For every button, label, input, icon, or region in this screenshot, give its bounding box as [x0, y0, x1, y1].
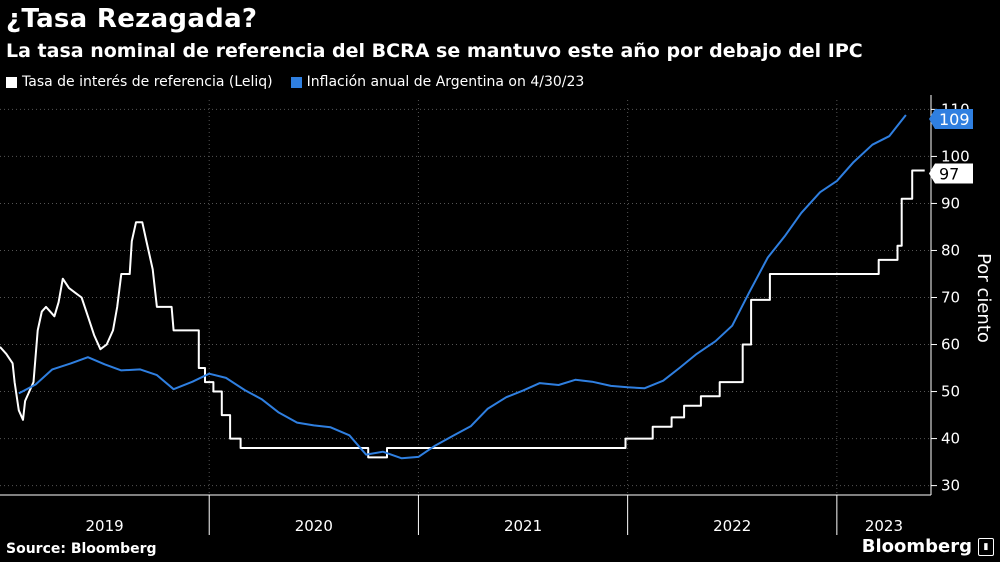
- chart-title: ¿Tasa Rezagada?: [6, 4, 258, 34]
- brand-name: Bloomberg: [861, 536, 972, 557]
- badge-shape: [929, 163, 973, 184]
- badge-value: 97: [939, 165, 959, 184]
- legend-item-inflation: Inflación anual de Argentina on 4/30/23: [290, 74, 585, 90]
- y-tick-label: 90: [941, 194, 960, 212]
- gridlines: [0, 100, 931, 495]
- legend-item-leliq: Tasa de interés de referencia (Leliq): [6, 74, 273, 90]
- y-axis: 30405060708090100110: [930, 95, 970, 495]
- y-tick-label: 30: [941, 477, 960, 495]
- source-note: Source: Bloomberg: [6, 541, 157, 557]
- y-tick-label: 40: [941, 430, 960, 448]
- badge-inflation: 109: [929, 109, 973, 130]
- series-line-leliq: [0, 169, 925, 459]
- bloomberg-terminal-icon: ▮: [978, 537, 994, 556]
- legend-swatch-inflation: [290, 76, 302, 88]
- y-tick-label: 100: [941, 147, 970, 165]
- legend-swatch-leliq: [6, 76, 17, 88]
- y-tick-label: 60: [941, 336, 960, 354]
- badge-value: 109: [939, 110, 970, 129]
- brand-logo: Bloomberg ▮: [862, 536, 994, 557]
- series-line-inflation: [18, 114, 907, 460]
- x-tick-label: 2021: [504, 517, 542, 535]
- y-axis-label: Por ciento: [973, 253, 994, 343]
- legend-label-inflation: Inflación anual de Argentina on 4/30/23: [306, 74, 585, 90]
- series-lines: [0, 114, 925, 460]
- x-tick-label: 2023: [865, 517, 903, 535]
- x-tick-label: 2022: [713, 517, 751, 535]
- y-tick-label: 80: [941, 241, 960, 259]
- y-tick-label: 70: [941, 289, 960, 307]
- badge-leliq: 97: [929, 163, 973, 184]
- legend-label-leliq: Tasa de interés de referencia (Leliq): [22, 74, 273, 90]
- chart-subtitle: La tasa nominal de referencia del BCRA s…: [6, 40, 863, 62]
- badge-shape: [929, 109, 973, 130]
- x-tick-label: 2019: [86, 517, 124, 535]
- legend: Tasa de interés de referencia (Leliq) In…: [6, 74, 584, 90]
- x-axis: 2019 2020 2021 2022 2023: [0, 494, 931, 535]
- value-badges: 97 109: [929, 109, 973, 184]
- x-tick-label: 2020: [295, 517, 333, 535]
- y-tick-label: 50: [941, 383, 960, 401]
